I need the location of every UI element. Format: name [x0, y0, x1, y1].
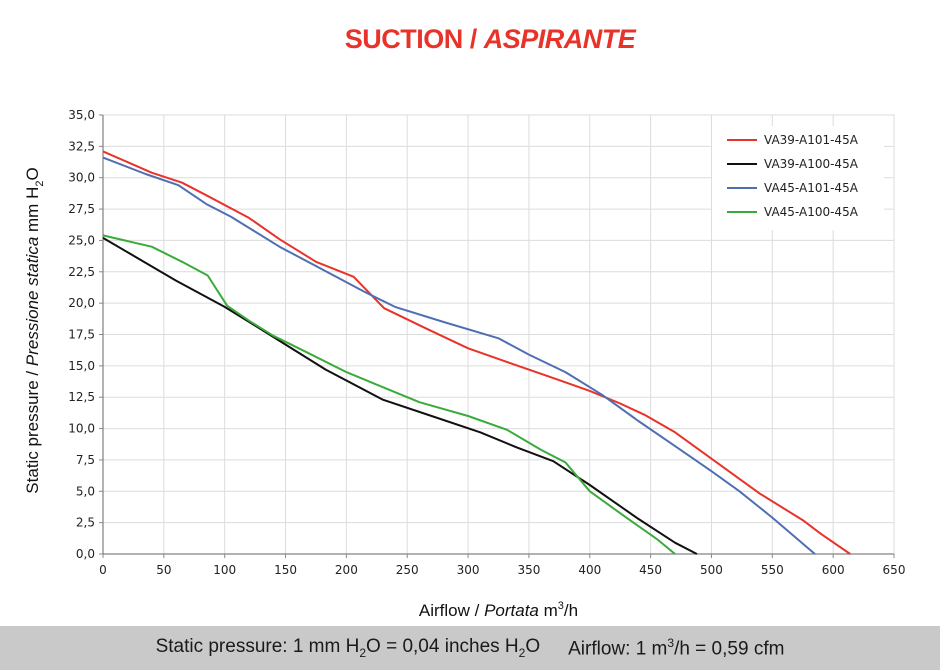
x-tick-label: 450 [639, 563, 662, 577]
x-tick-label: 200 [335, 563, 358, 577]
x-tick-label: 550 [761, 563, 784, 577]
pressure-conversion: Static pressure: 1 mm H2O = 0,04 inches … [156, 636, 541, 660]
xlabel-sup: 3 [558, 600, 564, 612]
title-main: SUCTION [344, 24, 464, 54]
legend-label: VA45-A101-45A [764, 181, 859, 195]
ylabel-sub: 2 [34, 181, 46, 187]
chart-title: SUCTION / ASPIRANTE [0, 24, 940, 55]
y-tick-label: 35,0 [68, 108, 95, 122]
xlabel-italic: Portata [484, 601, 539, 620]
pressure-sub2: 2 [518, 645, 526, 660]
y-tick-label: 22,5 [68, 265, 95, 279]
pressure-a: Static pressure: 1 mm H [155, 636, 360, 658]
y-axis-ticks: 0,0 2,5 5,0 7,5 10,0 12,5 15,0 17,5 20,0 22,5 25,0… [68, 108, 103, 561]
y-tick-label: 5,0 [76, 484, 95, 498]
airflow-sup: 3 [667, 635, 675, 650]
x-tick-label: 600 [822, 563, 845, 577]
y-tick-label: 30,0 [68, 171, 95, 185]
x-tick-label: 650 [883, 563, 906, 577]
legend-label: VA39-A100-45A [764, 157, 859, 171]
y-tick-label: 25,0 [68, 233, 95, 247]
pressure-b: O = 0,04 inches H [366, 636, 519, 658]
pressure-sub1: 2 [359, 645, 367, 660]
x-tick-label: 350 [517, 563, 540, 577]
x-axis-ticks: 0 50 100 150 200 250 300 350 400 450 500 550 600 650 [99, 554, 905, 577]
title-separator: / [462, 24, 484, 54]
series-lines [102, 150, 851, 555]
ylabel-italic: Pressione statica [23, 237, 42, 366]
y-tick-label: 20,0 [68, 296, 95, 310]
xlabel-c: /h [564, 601, 578, 620]
y-tick-label: 27,5 [68, 202, 95, 216]
series-line-va45-a100-45a [102, 234, 676, 555]
legend: VA39-A101-45A VA39-A100-45A VA45-A101-45A V… [712, 126, 884, 230]
pressure-c: O [525, 636, 541, 658]
y-tick-label: 17,5 [68, 328, 95, 342]
x-tick-label: 0 [99, 563, 107, 577]
airflow-b: /h = 0,59 cfm [674, 638, 785, 660]
x-tick-label: 300 [457, 563, 480, 577]
x-tick-label: 100 [213, 563, 236, 577]
x-tick-label: 150 [274, 563, 297, 577]
y-tick-label: 15,0 [68, 359, 95, 373]
ylabel-c: O [23, 167, 42, 180]
legend-label: VA45-A100-45A [764, 205, 859, 219]
y-tick-label: 12,5 [68, 390, 95, 404]
y-tick-label: 2,5 [76, 516, 95, 530]
conversion-footer: Static pressure: 1 mm H2O = 0,04 inches … [0, 626, 940, 670]
series-line-va39-a100-45a [102, 237, 698, 555]
x-axis-title: Airflow / Portata m3/h [419, 600, 578, 620]
x-tick-label: 400 [578, 563, 601, 577]
xlabel-a: Airflow / [419, 601, 484, 620]
x-tick-label: 250 [396, 563, 419, 577]
x-tick-label: 500 [700, 563, 723, 577]
airflow-a: Airflow: 1 m [568, 638, 668, 660]
chart: 0,0 2,5 5,0 7,5 10,0 12,5 15,0 17,5 20,0 22,5 25,0… [23, 108, 905, 620]
series-line-va45-a101-45a [102, 156, 816, 555]
x-tick-label: 50 [156, 563, 171, 577]
y-axis-title: Static pressure / Pressione statica mm H… [23, 167, 46, 493]
y-tick-label: 32,5 [68, 139, 95, 153]
xlabel-b: m [539, 601, 558, 620]
airflow-conversion: Airflow: 1 m3/h = 0,59 cfm [568, 636, 784, 660]
y-tick-label: 7,5 [76, 453, 95, 467]
ylabel-b: mm H [23, 187, 42, 237]
y-tick-label: 10,0 [68, 422, 95, 436]
y-tick-label: 0,0 [76, 547, 95, 561]
title-italic: ASPIRANTE [483, 24, 636, 54]
ylabel-a: Static pressure / [23, 366, 42, 494]
series-line-va39-a101-45a [102, 150, 851, 555]
legend-label: VA39-A101-45A [764, 133, 859, 147]
